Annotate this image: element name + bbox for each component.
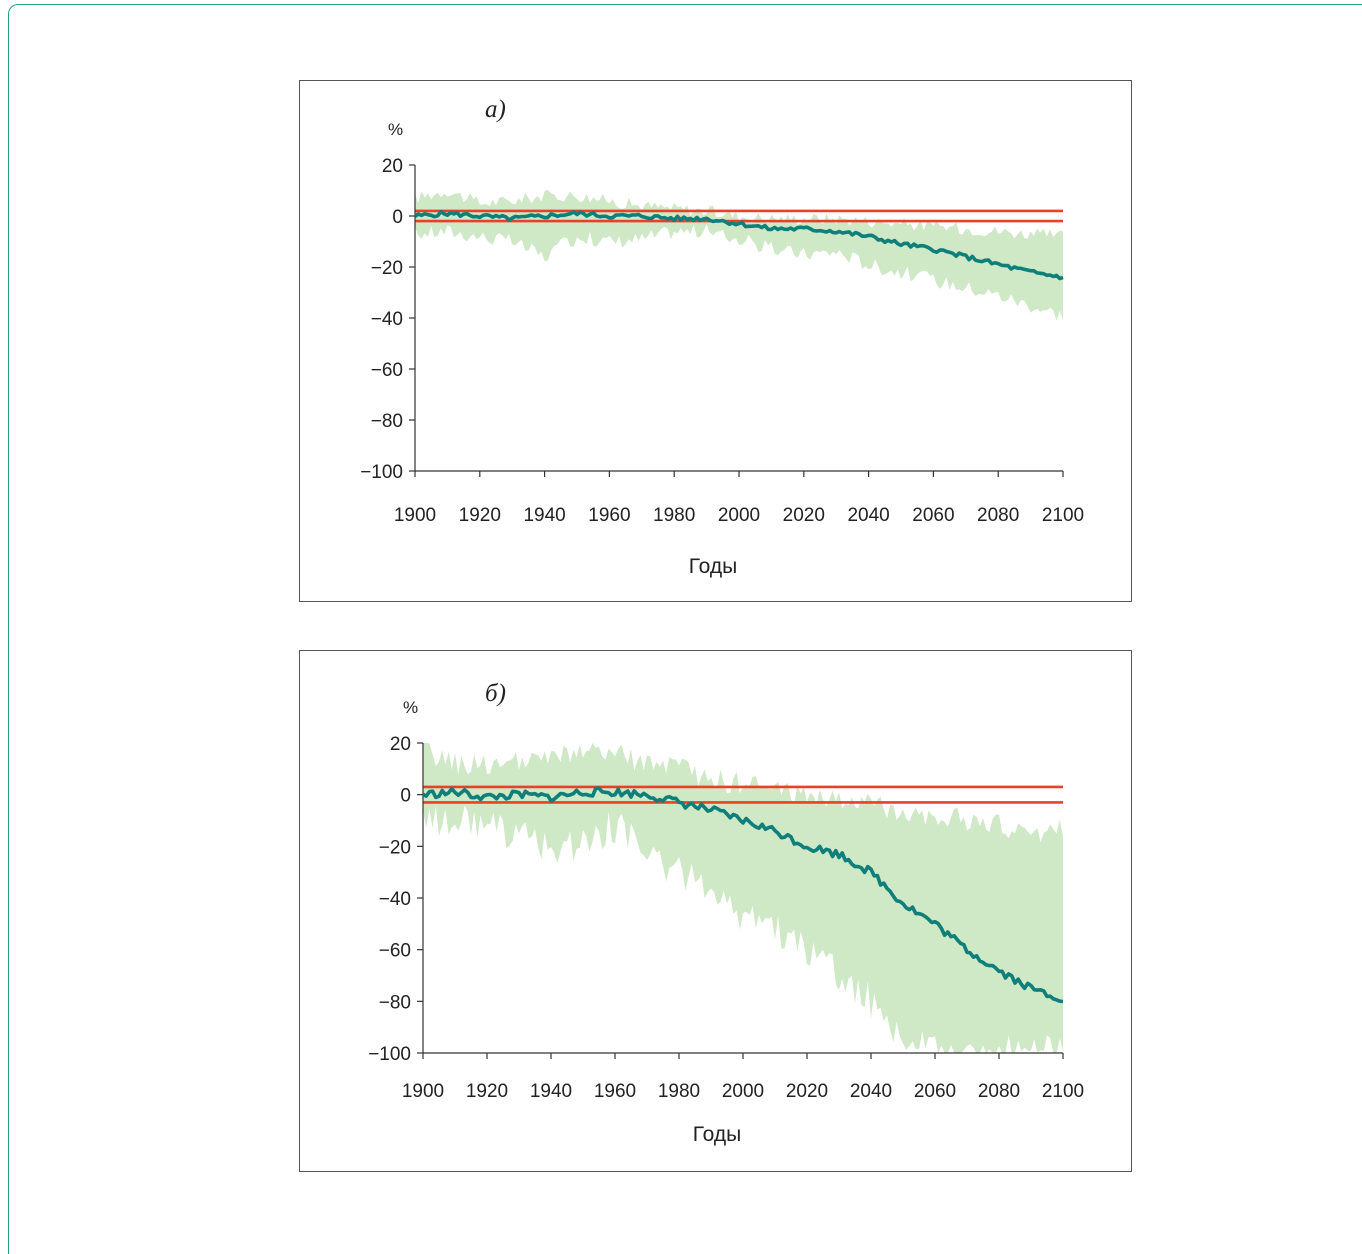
chart-a-y-tick-label: −80 [371,411,403,432]
chart-a-y-tick-label: −20 [371,258,403,279]
chart-b-x-tick-label: 1920 [466,1081,508,1102]
chart-b-x-tick-label: 1900 [402,1081,444,1102]
chart-a-y-tick-label: −40 [371,309,403,330]
chart-a-x-tick-label: 1940 [523,505,565,526]
chart-b-panel-label: б) [485,680,506,707]
chart-b-y-tick-label: −20 [379,837,411,858]
chart-a-x-tick-label: 1920 [459,505,501,526]
chart-b-y-tick-label: 0 [400,786,411,807]
chart-a-x-tick-label: 2080 [977,505,1019,526]
chart-a-y-tick-label: 20 [382,156,403,177]
chart-a-x-tick-label: 1960 [588,505,630,526]
chart-b-x-tick-label: 1940 [530,1081,572,1102]
chart-b-svg: 20 0 −20 −40 −60 −80 −100 1900 1920 1940 1960 1980 2… [368,680,1084,1146]
chart-a-x-tick-label: 2060 [912,505,954,526]
chart-a-svg: 20 0 −20 −40 −60 −80 −100 1900 1920 1940 1960 1980 2… [360,96,1084,578]
chart-a-x-tick-label: 1980 [653,505,695,526]
chart-a-x-tick-label: 2100 [1042,505,1084,526]
chart-b-x-tick-label: 1960 [594,1081,636,1102]
chart-b-mean-line [422,786,1064,1004]
chart-b-y-tick-label: −100 [368,1044,411,1065]
chart-a-y-tick-label: −60 [371,360,403,381]
chart-panel-a: 20 0 −20 −40 −60 −80 −100 1900 1920 1940 1960 1980 2… [299,80,1132,602]
chart-b-y-tick-label: −60 [379,941,411,962]
chart-b-y-tick-label: −40 [379,889,411,910]
chart-b-y-tick-label: 20 [390,734,411,755]
chart-b-x-tick-label: 2060 [914,1081,956,1102]
chart-a-x-tick-label: 2040 [847,505,889,526]
chart-a-x-tick-label: 1900 [394,505,436,526]
chart-a-x-tick-label: 2020 [783,505,825,526]
chart-b-uncertainty-band [423,743,1063,1053]
chart-b-x-tick-label: 2040 [850,1081,892,1102]
chart-b-y-tick-label: −80 [379,992,411,1013]
chart-a-y-tick-label: −100 [360,462,403,483]
chart-a-mean-line [413,209,1064,281]
chart-a-x-tick-label: 2000 [718,505,760,526]
chart-a-x-axis-title: Годы [689,555,738,578]
chart-b-unit-label: % [403,698,418,717]
chart-b-x-tick-label: 2080 [978,1081,1020,1102]
chart-a-unit-label: % [388,120,403,139]
chart-b-x-axis-title: Годы [693,1123,742,1146]
chart-b-x-tick-label: 2020 [786,1081,828,1102]
chart-a-panel-label: а) [485,96,506,123]
chart-b-x-tick-label: 2000 [722,1081,764,1102]
chart-b-x-tick-label: 1980 [658,1081,700,1102]
page-border [8,4,1362,1254]
chart-panel-b: 20 0 −20 −40 −60 −80 −100 1900 1920 1940 1960 1980 2… [299,650,1132,1172]
chart-b-x-tick-label: 2100 [1042,1081,1084,1102]
chart-a-y-tick-label: 0 [392,207,403,228]
